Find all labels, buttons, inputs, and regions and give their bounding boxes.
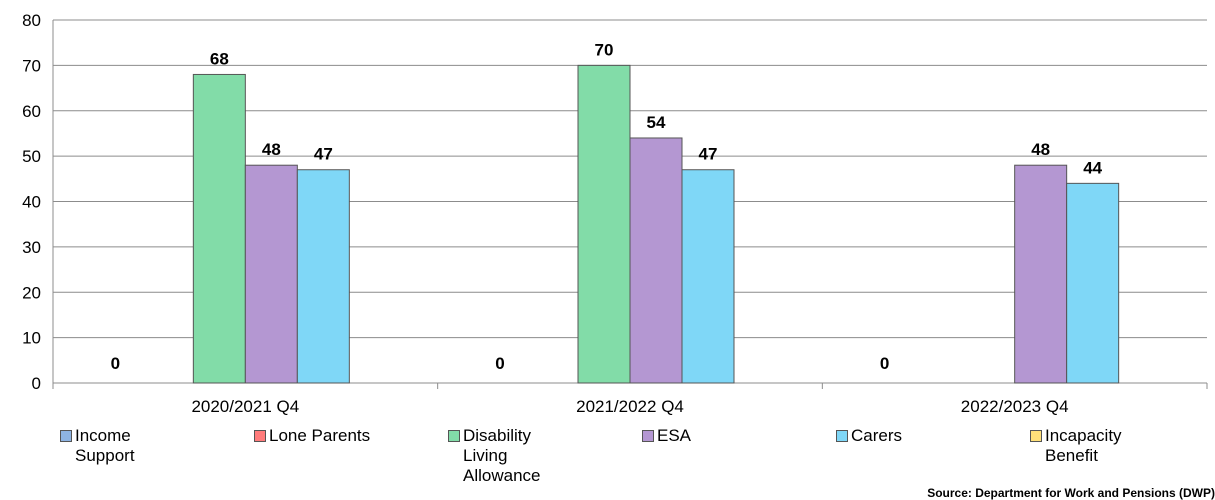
- legend-swatch: [1030, 430, 1042, 442]
- legend-label: Lone Parents: [269, 426, 370, 446]
- legend-swatch: [642, 430, 654, 442]
- legend-item: Disability Living Allowance: [448, 426, 555, 486]
- bar: [629, 137, 683, 384]
- x-tick-label: 2021/2022 Q4: [576, 397, 684, 416]
- legend-label: Carers: [851, 426, 902, 446]
- data-label: 44: [1083, 158, 1102, 177]
- legend-swatch: [448, 430, 460, 442]
- legend-swatch: [60, 430, 72, 442]
- legend-item: Carers: [836, 426, 902, 446]
- legend-swatch: [836, 430, 848, 442]
- legend-label: ESA: [657, 426, 691, 446]
- legend-item: Incapacity Benefit: [1030, 426, 1137, 466]
- y-tick-label: 0: [32, 374, 41, 393]
- data-label: 54: [647, 113, 666, 132]
- x-tick-label: 2022/2023 Q4: [961, 397, 1069, 416]
- legend-swatch: [254, 430, 266, 442]
- bar: [1066, 182, 1120, 384]
- legend-label-line: Support: [75, 446, 135, 465]
- bar: [192, 73, 246, 384]
- legend-label-line: Disability: [463, 426, 532, 445]
- legend-item: Income Support: [60, 426, 167, 466]
- y-tick-label: 40: [22, 193, 41, 212]
- legend-label-line: Allowance: [463, 466, 541, 485]
- source-note: Source: Department for Work and Pensions…: [927, 486, 1215, 500]
- y-tick-label: 60: [22, 102, 41, 121]
- bar: [244, 164, 298, 384]
- data-label: 48: [1031, 140, 1050, 159]
- legend-label: Disability Living Allowance: [463, 426, 555, 486]
- y-tick-label: 10: [22, 329, 41, 348]
- data-label: 48: [262, 140, 281, 159]
- data-label: 70: [595, 40, 614, 59]
- y-tick-label: 50: [22, 147, 41, 166]
- data-label: 47: [314, 145, 333, 164]
- y-tick-label: 80: [22, 11, 41, 30]
- data-label: 47: [699, 145, 718, 164]
- legend-label-line: Lone Parents: [269, 426, 371, 445]
- legend: Income Support Lone Parents Disability Livin…: [60, 426, 1180, 496]
- data-label: 0: [880, 354, 889, 373]
- legend-label: Income Support: [75, 426, 167, 466]
- legend-label-line: ESA: [657, 426, 692, 445]
- chart-plot: 0 10 20 30 40 50 60 70 80 0 68 48 47 2020/2021 Q4 0 70 5…: [22, 11, 1208, 416]
- y-tick-label: 30: [22, 238, 41, 257]
- bar: [296, 169, 350, 384]
- y-tick-label: 20: [22, 283, 41, 302]
- y-tick-label: 70: [22, 56, 41, 75]
- legend-label-line: Incapacity: [1045, 426, 1122, 445]
- legend-label-line: Income: [75, 426, 131, 445]
- x-tick-label: 2020/2021 Q4: [191, 397, 299, 416]
- legend-item: Lone Parents: [254, 426, 370, 446]
- legend-label-line: Living: [463, 446, 508, 465]
- bar: [577, 64, 631, 384]
- legend-label: Incapacity Benefit: [1045, 426, 1137, 466]
- data-label: 68: [210, 49, 229, 68]
- legend-label-line: Benefit: [1045, 446, 1098, 465]
- bar: [1014, 164, 1068, 384]
- legend-item: ESA: [642, 426, 691, 446]
- bar: [681, 169, 735, 384]
- data-label: 0: [111, 354, 120, 373]
- legend-label-line: Carers: [851, 426, 903, 445]
- data-label: 0: [495, 354, 504, 373]
